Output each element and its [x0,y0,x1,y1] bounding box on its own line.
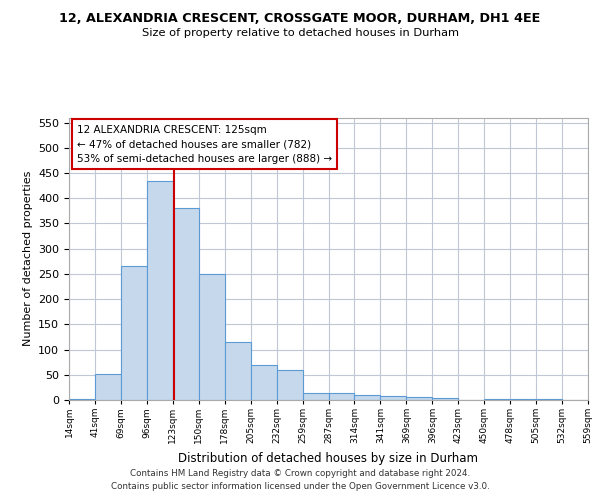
Bar [69,399,95,400]
Bar [355,395,380,400]
Bar [147,180,173,400]
Bar [121,266,147,400]
Text: Contains HM Land Registry data © Crown copyright and database right 2024.: Contains HM Land Registry data © Crown c… [130,468,470,477]
Bar [484,399,510,400]
Text: 12, ALEXANDRIA CRESCENT, CROSSGATE MOOR, DURHAM, DH1 4EE: 12, ALEXANDRIA CRESCENT, CROSSGATE MOOR,… [59,12,541,26]
Text: 12 ALEXANDRIA CRESCENT: 125sqm
← 47% of detached houses are smaller (782)
53% of: 12 ALEXANDRIA CRESCENT: 125sqm ← 47% of … [77,124,332,164]
Text: Contains public sector information licensed under the Open Government Licence v3: Contains public sector information licen… [110,482,490,491]
Y-axis label: Number of detached properties: Number of detached properties [23,171,32,346]
Bar [95,374,121,400]
Bar [406,397,432,400]
Bar [302,393,329,400]
Bar [432,398,458,400]
Bar [380,396,406,400]
Bar [329,393,355,400]
Bar [173,208,199,400]
Bar [225,342,251,400]
Text: Size of property relative to detached houses in Durham: Size of property relative to detached ho… [142,28,458,38]
X-axis label: Distribution of detached houses by size in Durham: Distribution of detached houses by size … [179,452,479,464]
Bar [199,274,224,400]
Bar [251,364,277,400]
Bar [277,370,302,400]
